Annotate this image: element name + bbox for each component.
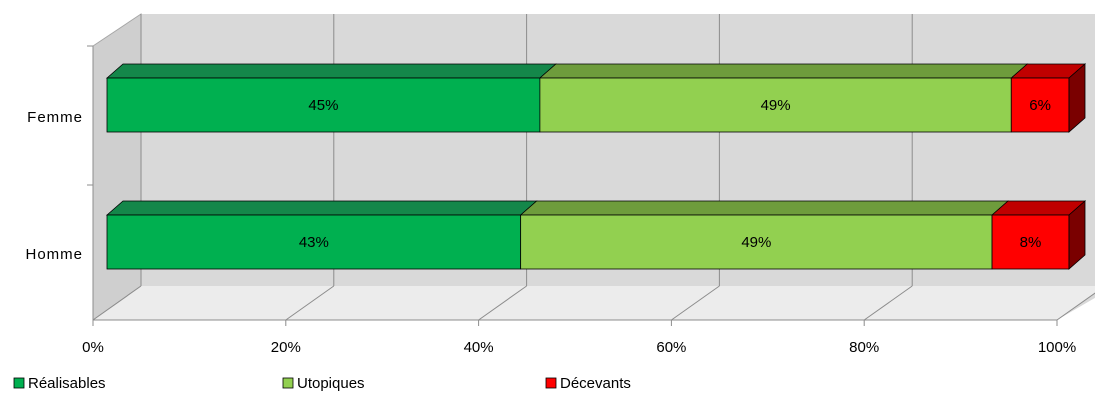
category-labels: Femme Homme [25,109,83,263]
category-label: Femme [27,109,83,126]
x-axis-ticks: 0% 20% 40% 60% 80% 100% [82,339,1076,356]
bar-top-face [105,63,557,79]
gridline-floor [671,285,720,321]
x-tick-label: 80% [849,339,879,356]
bar-top-face [519,200,1010,216]
data-label: 45% [308,97,338,114]
bar-segment [106,77,541,133]
legend-item: Utopiques [282,375,365,392]
data-label: 8% [1020,234,1042,251]
floor [93,286,1095,320]
category-label: Homme [25,246,83,263]
legend: Réalisables Utopiques Décevants [13,375,631,392]
bar-segment [106,214,522,270]
gridline-floor [285,285,335,321]
bar-segment [991,214,1070,270]
x-tick-label: 100% [1038,339,1076,356]
legend-label: Décevants [560,375,631,392]
x-tick-label: 40% [464,339,494,356]
legend-item: Décevants [545,375,631,392]
bar-side-face [1068,63,1086,133]
bar-segment [1010,77,1070,133]
back-wall [93,14,1095,320]
x-tick-label: 60% [656,339,686,356]
legend-label: Utopiques [297,375,365,392]
gridline-floor [478,285,527,321]
bar-side-face [1068,200,1086,270]
legend-swatch [13,377,25,389]
bar-segment [539,77,1012,133]
legend-label: Réalisables [28,375,106,392]
legend-item: Réalisables [13,375,106,392]
gridline-floor [1056,292,1095,321]
bars: 45% 49% 6% 43% 49% 8% [105,63,1087,270]
gridline-floor [863,285,913,321]
x-tick-label: 0% [82,339,104,356]
data-label: 49% [761,97,791,114]
bar-top-face [105,200,538,216]
legend-swatch [282,377,294,389]
data-label: 49% [741,234,771,251]
data-label: 43% [299,234,329,251]
x-tick-label: 20% [271,339,301,356]
plot-walls [92,13,1095,321]
legend-swatch [545,377,557,389]
gridline-floor [92,285,142,321]
bar-top-face [538,63,1029,79]
side-wall [92,13,142,321]
bar-segment [520,214,993,270]
data-label: 6% [1029,97,1051,114]
